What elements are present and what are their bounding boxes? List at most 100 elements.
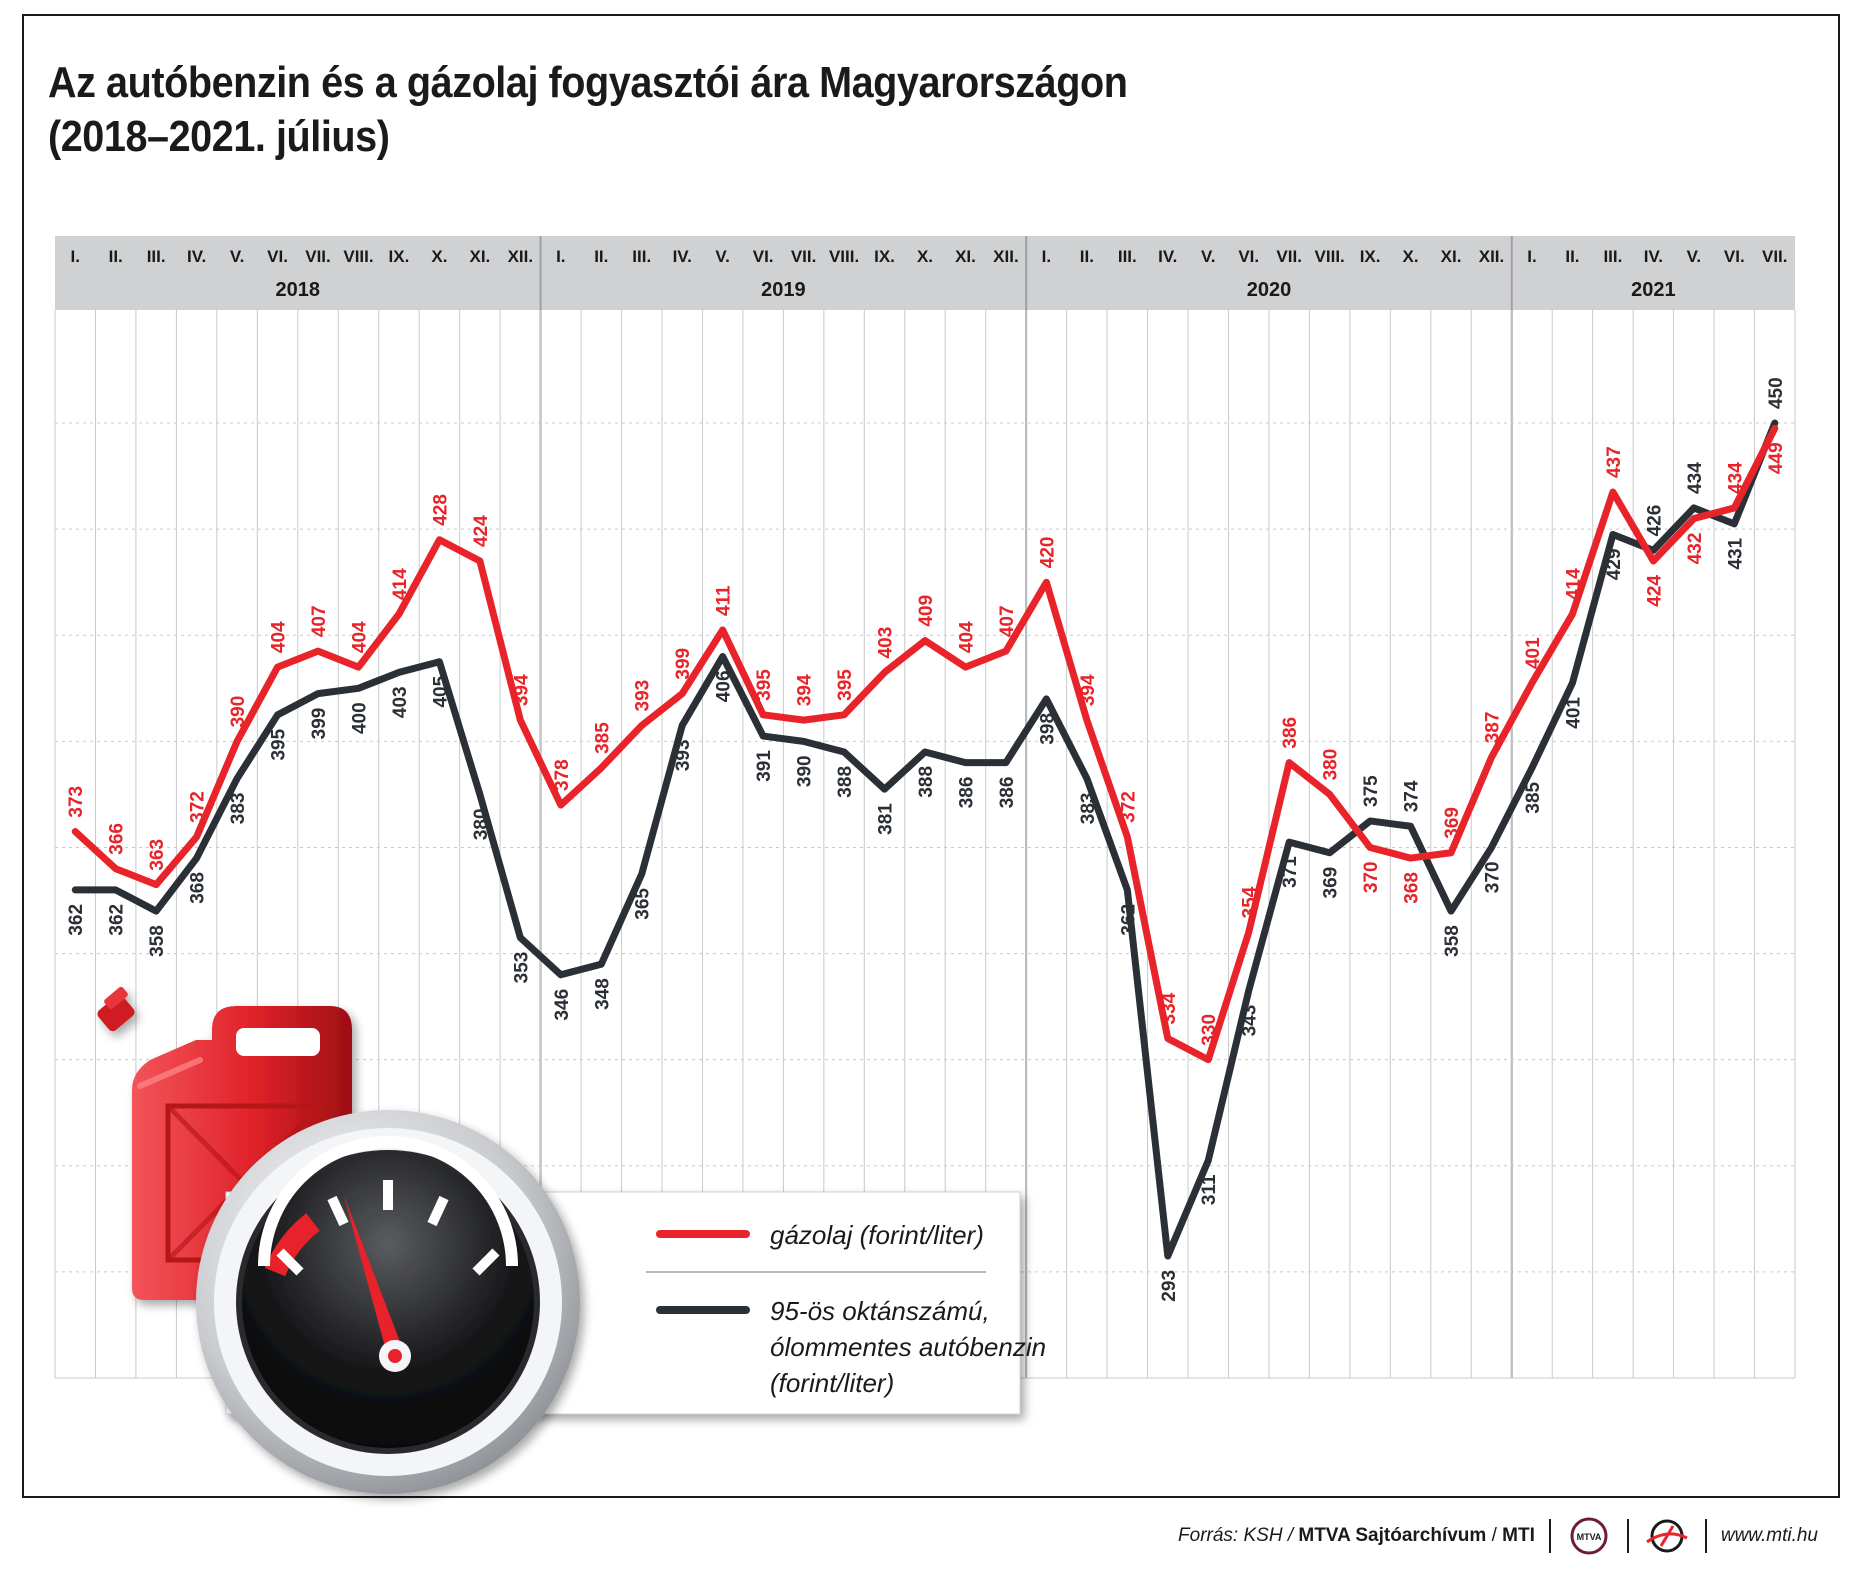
data-point-petrol	[599, 962, 603, 966]
data-point-petrol	[680, 723, 684, 727]
month-tick-label: VI.	[267, 247, 288, 266]
data-label-diesel: 370	[1361, 861, 1382, 893]
month-tick-label: X.	[917, 247, 933, 266]
data-label-petrol: 348	[592, 978, 613, 1010]
data-label-diesel: 424	[1644, 575, 1665, 607]
data-point-petrol	[1287, 840, 1291, 844]
data-point-diesel	[1125, 835, 1129, 839]
data-point-diesel	[1206, 1058, 1210, 1062]
month-tick-label: VIII.	[829, 247, 859, 266]
data-point-petrol	[1490, 845, 1494, 849]
month-tick-label: IX.	[1360, 247, 1381, 266]
data-point-diesel	[154, 883, 158, 887]
data-point-petrol	[195, 856, 199, 860]
month-tick-label: III.	[147, 247, 166, 266]
legend-label-petrol-3: (forint/liter)	[770, 1368, 894, 1398]
data-point-diesel	[1530, 681, 1534, 685]
series-lines	[71, 419, 1779, 1260]
data-point-diesel	[1651, 559, 1655, 563]
data-label-petrol: 362	[1118, 904, 1139, 936]
month-tick-label: XII.	[508, 247, 534, 266]
series-line-diesel	[71, 424, 1779, 1064]
data-point-petrol	[316, 692, 320, 696]
source-agency: MTI	[1502, 1525, 1535, 1546]
data-point-petrol	[640, 872, 644, 876]
data-label-petrol: 431	[1725, 537, 1746, 569]
data-label-petrol: 386	[956, 777, 977, 809]
data-label-petrol: 374	[1402, 780, 1423, 812]
data-label-petrol: 368	[188, 872, 209, 904]
data-point-petrol	[356, 686, 360, 690]
data-point-diesel	[923, 639, 927, 643]
month-tick-label: VIII.	[343, 247, 373, 266]
header-band-bg	[55, 236, 1795, 310]
data-label-diesel: 378	[552, 759, 573, 791]
year-label: 2019	[761, 279, 806, 301]
data-label-petrol: 346	[552, 989, 573, 1021]
data-label-petrol: 371	[1280, 856, 1301, 888]
data-point-diesel	[1611, 490, 1615, 494]
data-point-diesel	[1409, 856, 1413, 860]
month-tick-label: XII.	[1479, 247, 1505, 266]
month-tick-label: XI.	[469, 247, 490, 266]
website-link[interactable]: www.mti.hu	[1720, 1525, 1818, 1546]
data-label-diesel: 449	[1766, 442, 1787, 474]
data-label-diesel: 368	[1402, 872, 1423, 904]
title-line-2: (2018–2021. július)	[48, 112, 390, 161]
data-point-petrol	[721, 654, 725, 658]
data-label-diesel: 404	[349, 621, 370, 653]
data-point-petrol	[1206, 1158, 1210, 1162]
data-label-petrol: 362	[66, 904, 87, 936]
data-point-diesel	[1287, 761, 1291, 765]
data-label-petrol: 370	[1483, 861, 1504, 893]
month-tick-label: I.	[556, 247, 565, 266]
data-point-diesel	[559, 803, 563, 807]
data-point-diesel	[1044, 580, 1048, 584]
data-label-petrol: 405	[430, 675, 451, 707]
month-tick-label: V.	[715, 247, 730, 266]
month-tick-label: VII.	[1762, 247, 1788, 266]
data-point-diesel	[721, 628, 725, 632]
data-point-petrol	[478, 792, 482, 796]
data-point-petrol	[963, 761, 967, 765]
data-label-petrol: 353	[511, 952, 532, 984]
data-label-diesel: 407	[309, 605, 330, 637]
data-point-diesel	[1328, 792, 1332, 796]
data-point-diesel	[1247, 930, 1251, 934]
data-label-diesel: 363	[147, 839, 168, 871]
month-tick-label: VI.	[1724, 247, 1745, 266]
month-tick-label: II.	[1080, 247, 1094, 266]
month-tick-label: II.	[1565, 247, 1579, 266]
month-tick-label: VII.	[305, 247, 331, 266]
legend-label-petrol-1: 95-ös oktánszámú,	[770, 1296, 990, 1326]
data-point-petrol	[1044, 697, 1048, 701]
month-tick-label: VII.	[791, 247, 817, 266]
data-point-petrol	[154, 909, 158, 913]
data-label-diesel: 411	[714, 585, 735, 616]
data-label-diesel: 432	[1685, 533, 1706, 565]
data-label-petrol: 293	[1159, 1270, 1180, 1302]
data-label-diesel: 401	[1523, 637, 1544, 669]
data-point-petrol	[1368, 819, 1372, 823]
data-label-diesel: 437	[1604, 446, 1625, 478]
data-label-petrol: 385	[1523, 781, 1544, 813]
year-label: 2020	[1247, 279, 1292, 301]
data-label-diesel: 395	[754, 669, 775, 701]
data-point-petrol	[276, 713, 280, 717]
data-label-diesel: 385	[592, 722, 613, 754]
data-point-petrol	[1449, 909, 1453, 913]
footer-divider	[1626, 1519, 1629, 1553]
legend-label-petrol-2: ólommentes autóbenzin	[770, 1332, 1046, 1362]
data-label-diesel: 372	[1118, 791, 1139, 823]
footer-divider	[1548, 1519, 1551, 1553]
data-point-diesel	[1570, 612, 1574, 616]
mtva-logo-icon: MTVA	[1570, 1517, 1608, 1555]
legend-label-diesel: gázolaj (forint/liter)	[770, 1220, 984, 1250]
data-label-petrol: 434	[1685, 462, 1706, 494]
data-point-petrol	[73, 888, 77, 892]
data-label-petrol: 388	[916, 766, 937, 798]
data-label-petrol: 380	[471, 808, 492, 840]
data-label-petrol: 399	[309, 708, 330, 740]
year-label: 2021	[1631, 279, 1676, 301]
